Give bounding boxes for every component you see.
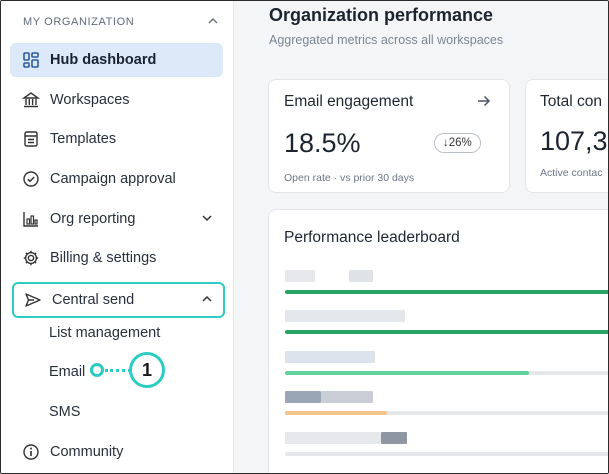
sidebar-item-campaign-approval[interactable]: Campaign approval bbox=[10, 162, 223, 196]
sidebar-item-label: Community bbox=[50, 444, 124, 460]
section-header[interactable]: MY ORGANIZATION bbox=[23, 13, 219, 31]
callout-number-badge: 1 bbox=[129, 352, 165, 388]
card-title: Total con bbox=[540, 93, 603, 110]
callout-target-dot bbox=[90, 363, 104, 377]
metric-value: 107,31 bbox=[540, 126, 608, 156]
card-footnote: Open rate · vs prior 30 days bbox=[284, 172, 415, 184]
leaderboard-bar bbox=[285, 411, 608, 415]
chevron-up-icon[interactable] bbox=[207, 15, 219, 30]
sidebar-item-community[interactable]: Community bbox=[10, 435, 223, 469]
sidebar-item-org-reporting[interactable]: Org reporting bbox=[10, 202, 223, 236]
sidebar-item-billing-settings[interactable]: Billing & settings bbox=[10, 241, 223, 275]
bar-chart-icon bbox=[21, 209, 41, 229]
redacted-name bbox=[285, 391, 321, 403]
leaderboard-bar bbox=[285, 452, 608, 456]
metric-value: 18.5% bbox=[284, 128, 361, 158]
bank-building-icon bbox=[21, 90, 41, 110]
leaderboard-bar bbox=[285, 371, 608, 375]
leaderboard-bar bbox=[285, 330, 608, 334]
callout-connector bbox=[105, 369, 131, 372]
leaderboard-bar-fill bbox=[285, 411, 388, 415]
section-label: MY ORGANIZATION bbox=[23, 16, 135, 28]
sidebar-item-label: Hub dashboard bbox=[50, 52, 157, 68]
leaderboard-bar-fill bbox=[285, 330, 608, 334]
sidebar-subitem-sms[interactable]: SMS bbox=[49, 404, 81, 420]
hub-dashboard-icon bbox=[21, 50, 41, 70]
page-title: Organization performance bbox=[269, 5, 494, 25]
paper-plane-icon bbox=[23, 290, 43, 310]
card-title: Email engagement bbox=[284, 93, 414, 110]
leaderboard-card: Performance leaderboard bbox=[268, 209, 608, 473]
redacted-name bbox=[285, 270, 315, 282]
sidebar-subitem-list-management[interactable]: List management bbox=[49, 325, 161, 341]
leaderboard-bar-fill bbox=[285, 290, 608, 294]
redacted-name bbox=[349, 270, 373, 282]
redacted-name bbox=[285, 432, 381, 444]
metric-card-email-engagement[interactable]: Email engagement 18.5% ↓26% Open rate · … bbox=[268, 79, 510, 193]
sidebar-item-label: Templates bbox=[50, 131, 117, 147]
sidebar-item-hub-dashboard[interactable]: Hub dashboard bbox=[10, 43, 223, 77]
sidebar-item-label: Workspaces bbox=[50, 92, 130, 108]
sidebar-item-label: Central send bbox=[52, 292, 135, 308]
redacted-name bbox=[285, 351, 375, 363]
sidebar-item-label: Billing & settings bbox=[50, 250, 157, 266]
leaderboard-title: Performance leaderboard bbox=[284, 229, 460, 246]
info-icon bbox=[21, 442, 41, 462]
redacted-name bbox=[285, 310, 405, 322]
metric-card-total-contacts[interactable]: Total con 107,31 Active contac bbox=[525, 79, 608, 193]
page-subtitle: Aggregated metrics across all workspaces bbox=[269, 33, 504, 47]
sidebar-item-templates[interactable]: Templates bbox=[10, 122, 223, 156]
chevron-up-icon[interactable] bbox=[201, 293, 213, 308]
sidebar-item-workspaces[interactable]: Workspaces bbox=[10, 83, 223, 117]
main-content: Organization performance Aggregated metr… bbox=[234, 1, 608, 473]
redacted-name bbox=[321, 391, 373, 403]
sidebar-item-label: Org reporting bbox=[50, 211, 136, 227]
sidebar-item-label: Campaign approval bbox=[50, 171, 176, 187]
sidebar: MY ORGANIZATION Hub dashboard Workspaces… bbox=[1, 1, 234, 473]
sidebar-item-central-send[interactable]: Central send bbox=[12, 282, 225, 318]
sidebar-subitem-email[interactable]: Email bbox=[49, 364, 86, 380]
delta-badge: ↓26% bbox=[434, 133, 481, 153]
templates-icon bbox=[21, 129, 41, 149]
chevron-down-icon[interactable] bbox=[201, 212, 213, 227]
leaderboard-bar-fill bbox=[285, 371, 530, 375]
arrow-right-icon[interactable] bbox=[475, 92, 493, 115]
card-footnote: Active contac bbox=[540, 167, 603, 179]
redacted-name bbox=[381, 432, 407, 444]
check-circle-icon bbox=[21, 169, 41, 189]
gear-icon bbox=[21, 248, 41, 268]
leaderboard-bar bbox=[285, 290, 608, 294]
